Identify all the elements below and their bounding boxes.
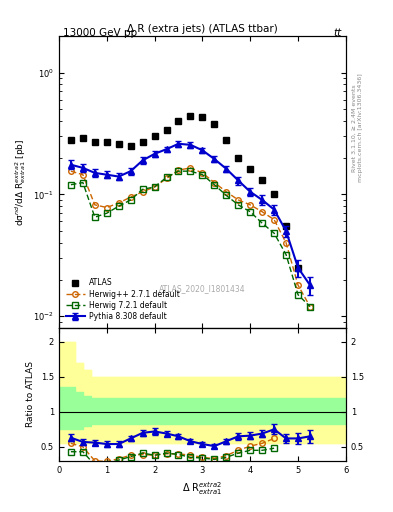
Herwig 7.2.1 default xyxy=(152,184,157,190)
ATLAS xyxy=(188,113,193,119)
Herwig++ 2.7.1 default xyxy=(224,189,229,195)
Herwig 7.2.1 default xyxy=(116,203,121,209)
Herwig 7.2.1 default xyxy=(92,214,97,220)
Herwig++ 2.7.1 default xyxy=(308,304,312,310)
Text: ATLAS_2020_I1801434: ATLAS_2020_I1801434 xyxy=(159,284,246,293)
Herwig 7.2.1 default xyxy=(200,172,205,178)
Herwig 7.2.1 default xyxy=(164,174,169,180)
Herwig++ 2.7.1 default xyxy=(81,172,85,178)
Bar xyxy=(250,377,274,443)
Bar xyxy=(90,377,99,443)
Herwig++ 2.7.1 default xyxy=(248,202,253,208)
ATLAS xyxy=(272,191,277,198)
ATLAS xyxy=(81,135,85,141)
ATLAS xyxy=(152,133,157,139)
Text: tt: tt xyxy=(334,28,342,38)
ATLAS xyxy=(236,155,241,161)
Y-axis label: Ratio to ATLAS: Ratio to ATLAS xyxy=(26,361,35,428)
Herwig 7.2.1 default xyxy=(188,168,193,174)
ATLAS xyxy=(105,139,109,145)
Herwig++ 2.7.1 default xyxy=(116,200,121,206)
Herwig++ 2.7.1 default xyxy=(68,168,73,174)
Herwig 7.2.1 default xyxy=(212,182,217,188)
Bar xyxy=(147,377,154,443)
Line: ATLAS: ATLAS xyxy=(68,113,301,271)
ATLAS xyxy=(68,137,73,143)
Herwig++ 2.7.1 default xyxy=(272,217,277,223)
Bar xyxy=(115,377,123,443)
ATLAS xyxy=(92,139,97,145)
Text: mcplots.cern.ch [arXiv:1306.3436]: mcplots.cern.ch [arXiv:1306.3436] xyxy=(358,74,363,182)
Herwig++ 2.7.1 default xyxy=(92,202,97,208)
Bar xyxy=(154,377,178,443)
ATLAS xyxy=(116,141,121,147)
ATLAS xyxy=(128,143,133,149)
Bar xyxy=(178,377,202,443)
Text: Rivet 3.1.10, ≥ 2.4M events: Rivet 3.1.10, ≥ 2.4M events xyxy=(352,84,357,172)
Herwig 7.2.1 default xyxy=(284,251,288,258)
Line: Herwig++ 2.7.1 default: Herwig++ 2.7.1 default xyxy=(68,165,313,309)
ATLAS xyxy=(260,177,264,183)
Bar xyxy=(123,377,130,443)
Bar xyxy=(274,377,346,443)
ATLAS xyxy=(248,166,253,173)
Herwig 7.2.1 default xyxy=(260,220,264,226)
Herwig 7.2.1 default xyxy=(272,230,277,236)
Herwig 7.2.1 default xyxy=(105,210,109,216)
Herwig++ 2.7.1 default xyxy=(164,176,169,182)
Herwig++ 2.7.1 default xyxy=(296,282,300,288)
Title: Δ R (extra jets) (ATLAS ttbar): Δ R (extra jets) (ATLAS ttbar) xyxy=(127,24,278,34)
Herwig++ 2.7.1 default xyxy=(260,209,264,215)
ATLAS xyxy=(200,114,205,120)
Herwig 7.2.1 default xyxy=(296,292,300,298)
Herwig++ 2.7.1 default xyxy=(140,189,145,195)
Herwig 7.2.1 default xyxy=(68,182,73,188)
Herwig++ 2.7.1 default xyxy=(105,204,109,210)
Bar xyxy=(107,377,115,443)
Bar xyxy=(226,377,250,443)
Herwig 7.2.1 default xyxy=(236,202,241,208)
Bar xyxy=(75,363,83,443)
Herwig 7.2.1 default xyxy=(176,168,181,174)
Bar xyxy=(59,342,75,443)
Herwig 7.2.1 default xyxy=(248,209,253,215)
Herwig++ 2.7.1 default xyxy=(236,197,241,203)
Bar xyxy=(83,370,90,443)
Herwig++ 2.7.1 default xyxy=(176,167,181,173)
ATLAS xyxy=(140,139,145,145)
ATLAS xyxy=(224,137,229,143)
Herwig++ 2.7.1 default xyxy=(284,240,288,246)
Legend: ATLAS, Herwig++ 2.7.1 default, Herwig 7.2.1 default, Pythia 8.308 default: ATLAS, Herwig++ 2.7.1 default, Herwig 7.… xyxy=(63,275,183,324)
ATLAS xyxy=(164,126,169,133)
ATLAS xyxy=(296,265,300,271)
Y-axis label: dσ$^{nd}$/dΔ R$^{extra2}_{extra1}$ [pb]: dσ$^{nd}$/dΔ R$^{extra2}_{extra1}$ [pb] xyxy=(13,138,28,225)
Herwig++ 2.7.1 default xyxy=(188,165,193,171)
Herwig++ 2.7.1 default xyxy=(200,170,205,176)
Herwig 7.2.1 default xyxy=(140,186,145,193)
Herwig 7.2.1 default xyxy=(81,180,85,186)
Herwig++ 2.7.1 default xyxy=(212,180,217,186)
Herwig 7.2.1 default xyxy=(308,304,312,310)
ATLAS xyxy=(284,223,288,229)
Text: 13000 GeV pp: 13000 GeV pp xyxy=(63,28,137,38)
Line: Herwig 7.2.1 default: Herwig 7.2.1 default xyxy=(68,168,313,309)
Bar xyxy=(99,377,107,443)
X-axis label: Δ R$^{extra2}_{extra1}$: Δ R$^{extra2}_{extra1}$ xyxy=(182,480,222,497)
ATLAS xyxy=(212,121,217,127)
Herwig 7.2.1 default xyxy=(128,197,133,203)
Bar xyxy=(202,377,226,443)
Bar xyxy=(139,377,147,443)
Herwig 7.2.1 default xyxy=(224,193,229,199)
Herwig++ 2.7.1 default xyxy=(128,194,133,200)
ATLAS xyxy=(176,118,181,124)
Herwig++ 2.7.1 default xyxy=(152,184,157,190)
Bar xyxy=(130,377,139,443)
